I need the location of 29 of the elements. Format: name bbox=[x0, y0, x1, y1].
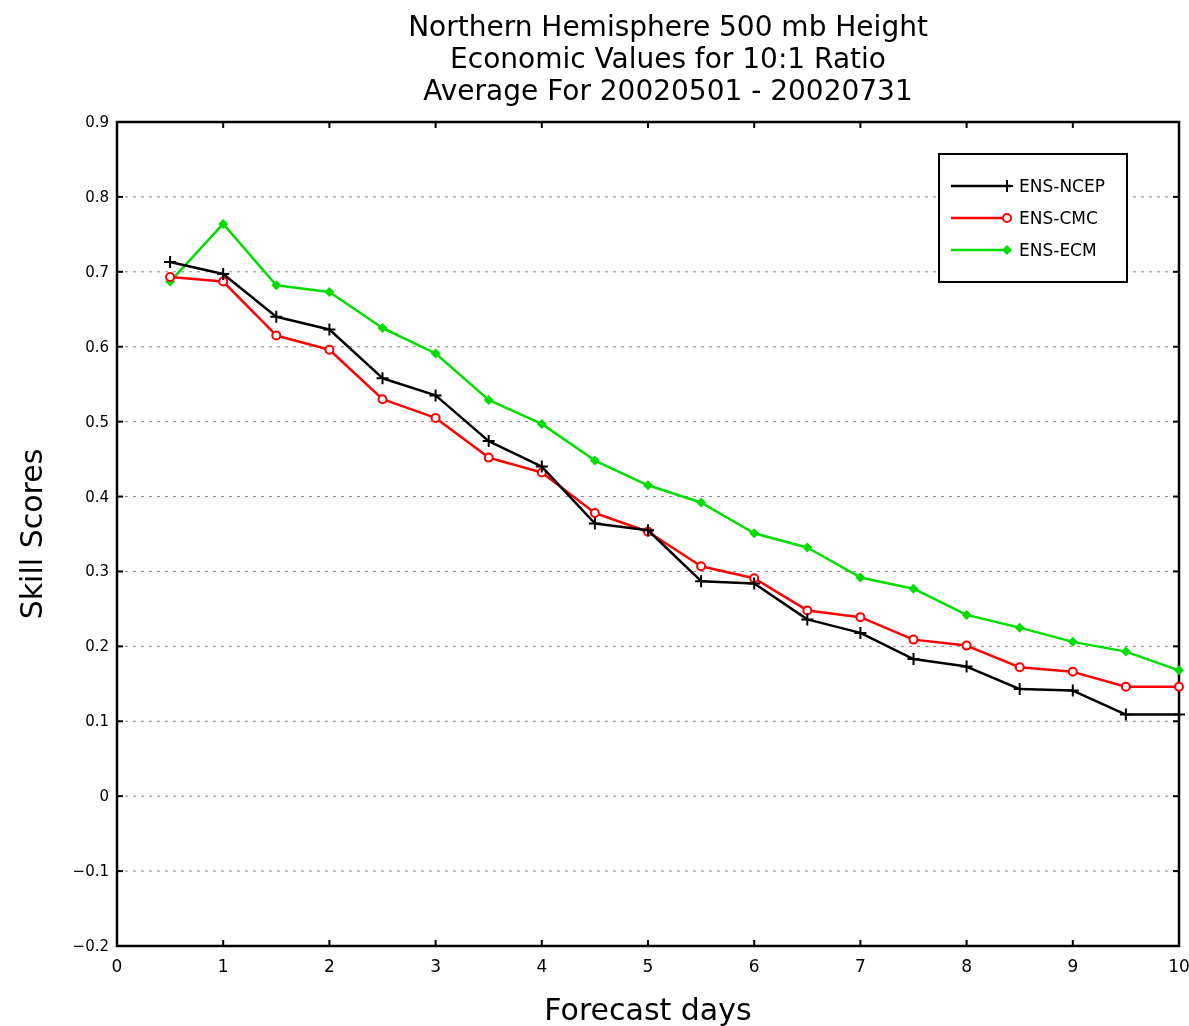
x-tick-label: 9 bbox=[1067, 956, 1079, 976]
x-axis-title: Forecast days bbox=[544, 992, 752, 1026]
x-tick-label: 5 bbox=[642, 956, 654, 976]
x-tick-label: 6 bbox=[748, 956, 760, 976]
y-tick-label: 0.3 bbox=[85, 562, 109, 581]
y-tick-label: −0.2 bbox=[72, 937, 109, 955]
y-tick-label: 0.2 bbox=[85, 637, 109, 656]
x-tick-label: 1 bbox=[217, 956, 229, 976]
x-tick-label: 3 bbox=[430, 956, 442, 976]
y-tick-label: 0.1 bbox=[85, 712, 109, 731]
x-tick-label: 7 bbox=[854, 956, 866, 976]
legend-label: ENS-NCEP bbox=[1019, 176, 1105, 196]
legend-label: ENS-CMC bbox=[1019, 208, 1098, 228]
y-tick-label: 0.8 bbox=[85, 187, 109, 206]
y-tick-label: 0.6 bbox=[85, 337, 109, 356]
x-tick-label: 8 bbox=[961, 956, 973, 976]
x-tick-label: 10 bbox=[1168, 956, 1189, 976]
y-tick-label: 0.7 bbox=[85, 262, 109, 281]
y-tick-label: 0.9 bbox=[85, 113, 109, 131]
y-axis-title: Skill Scores bbox=[14, 448, 49, 620]
y-tick-label: 0.4 bbox=[85, 487, 109, 506]
x-tick-label: 0 bbox=[111, 956, 123, 976]
chart-title: Northern Hemisphere 500 mb Height Economic Values for 10:1 Ratio Average For 20020501 - 20020731 bbox=[408, 10, 928, 107]
legend-label: ENS-ECM bbox=[1019, 240, 1097, 260]
y-tick-label: −0.1 bbox=[72, 862, 109, 881]
x-tick-label: 2 bbox=[323, 956, 335, 976]
y-tick-label: 0.5 bbox=[85, 412, 109, 431]
x-tick-label: 4 bbox=[536, 956, 548, 976]
y-tick-label: 0 bbox=[99, 787, 109, 806]
